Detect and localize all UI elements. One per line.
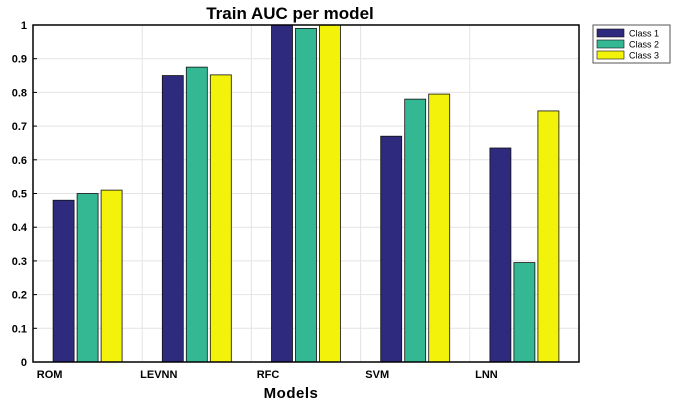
x-tick-label: RFC [257,369,280,381]
bars [52,24,560,363]
bar [404,98,427,363]
y-tick-label: 0.7 [12,121,27,133]
chart-title: Train AUC per model [206,4,374,23]
x-tick-label: LEVNN [140,369,177,381]
y-tick-label: 0 [21,357,27,369]
bar [428,93,451,363]
y-tick-label: 0.2 [12,290,27,302]
x-tick-label: ROM [37,369,63,381]
y-tick-label: 1 [21,20,27,32]
legend-label: Class 3 [629,51,659,61]
y-tick-label: 0.3 [12,256,27,268]
bar [380,135,403,363]
x-tick-label: LNN [475,369,498,381]
bar [161,75,184,363]
bar [319,24,341,363]
y-tick-label: 0.9 [12,54,27,66]
bar [489,147,512,363]
bar [271,24,293,363]
bar [100,189,123,363]
y-tick-label: 0.6 [12,155,27,167]
y-tick-label: 0.8 [12,87,27,99]
x-axis-label: Models [264,385,319,402]
bar [537,110,560,363]
y-tick-label: 0.1 [12,323,27,335]
x-tick-labels: ROM LEVNN RFC SVM LNN [37,369,498,381]
legend-swatch [596,28,625,38]
x-tick-label: SVM [365,369,389,381]
bar [185,66,208,363]
bar [295,27,317,363]
bar [513,262,536,363]
legend-label: Class 1 [629,29,659,39]
y-tick-labels: 0 0.1 0.2 0.3 0.4 0.5 0.6 0.7 0.8 0.9 1 [12,20,37,369]
bar [76,193,99,363]
legend-swatch [596,50,625,60]
y-tick-label: 0.5 [12,189,27,201]
y-tick-label: 0.4 [12,222,28,234]
bar [52,199,75,363]
legend-swatch [596,39,625,49]
legend-label: Class 2 [629,40,659,50]
bar [209,74,232,363]
